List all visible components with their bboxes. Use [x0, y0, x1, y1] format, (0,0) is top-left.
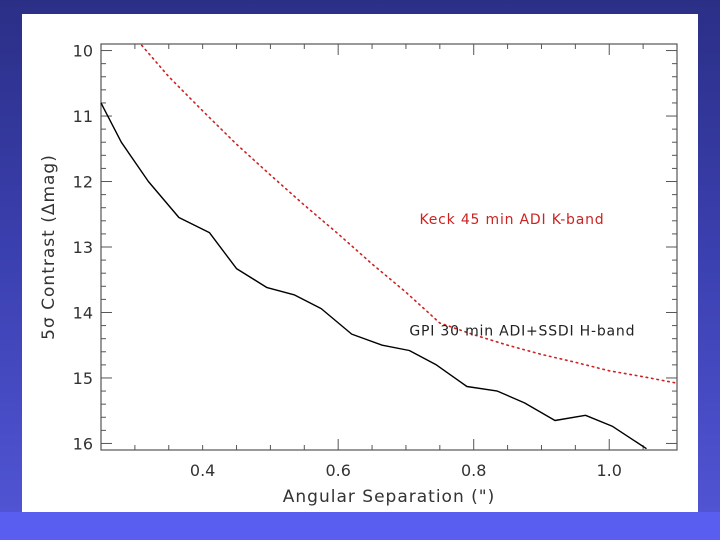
annotation-layer: Keck 45 min ADI K-band GPI 30 min ADI+SSD… — [409, 212, 635, 339]
contrast-chart: 0.4 0.6 0.8 1.0 10 11 12 13 14 15 16 Keck 45 min … — [39, 42, 678, 507]
y-tick-label: 12 — [73, 173, 93, 192]
y-tick-label: 15 — [73, 369, 93, 388]
series-line-1 — [100, 102, 647, 450]
x-axis: 0.4 0.6 0.8 1.0 — [134, 44, 644, 480]
y-axis: 10 11 12 13 14 15 16 — [73, 42, 677, 453]
y-tick-label: 11 — [73, 107, 93, 126]
series-annotation-0: Keck 45 min ADI K-band — [419, 212, 604, 228]
series-line-0 — [140, 44, 678, 385]
y-tick-label: 10 — [73, 42, 93, 61]
x-axis-label: Angular Separation (") — [283, 487, 495, 507]
series-annotation-1: GPI 30 min ADI+SSDI H-band — [409, 323, 635, 339]
slide-card — [22, 14, 698, 512]
y-tick-label: 16 — [73, 434, 93, 453]
series-layer — [100, 44, 678, 450]
x-tick-label: 0.8 — [461, 461, 486, 480]
y-tick-label: 14 — [73, 303, 93, 322]
plot-frame — [100, 43, 678, 451]
y-axis-label: 5σ Contrast (Δmag) — [39, 154, 59, 340]
x-tick-label: 0.6 — [325, 461, 350, 480]
y-tick-label: 13 — [73, 238, 93, 257]
x-tick-label: 0.4 — [190, 461, 215, 480]
x-tick-label: 1.0 — [597, 461, 622, 480]
bottom-bar — [0, 512, 720, 540]
